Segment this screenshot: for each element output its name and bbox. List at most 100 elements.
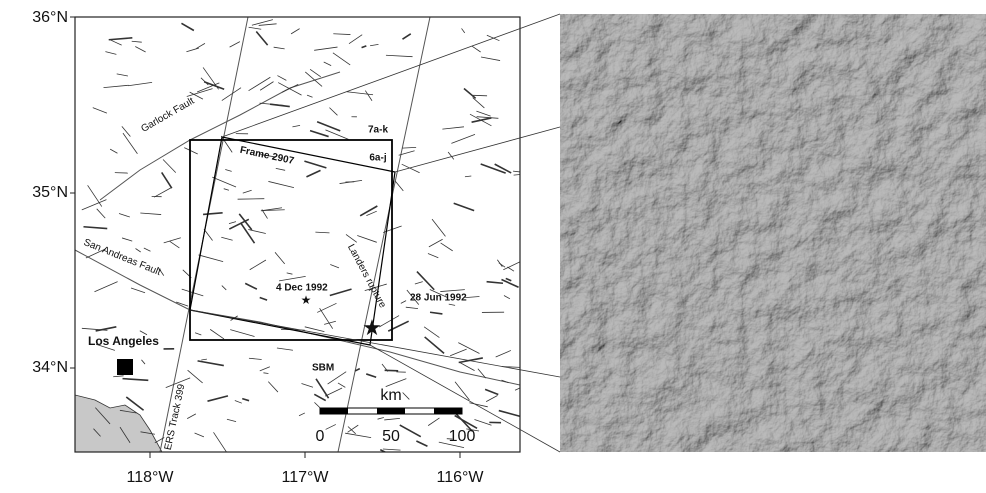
fault-trace	[277, 76, 286, 81]
fault-trace	[249, 27, 262, 29]
fault-trace	[474, 420, 491, 426]
fault-trace	[154, 188, 171, 198]
fault-trace	[503, 259, 526, 270]
fault-trace	[260, 367, 270, 371]
fault-trace	[304, 161, 326, 168]
fault-trace	[131, 288, 145, 293]
fault-trace	[239, 214, 252, 230]
fault-trace	[88, 185, 102, 206]
scale-label: 50	[382, 428, 400, 445]
fault-trace	[201, 359, 207, 360]
fault-trace	[268, 181, 294, 187]
fault-trace	[201, 78, 208, 85]
fault-trace	[403, 392, 410, 399]
la-marker	[117, 359, 133, 375]
place-label: SBM	[312, 363, 334, 374]
figure: ★ ★ km 0 50 100 36°N 35°N 34°N 118°W 117…	[0, 0, 986, 493]
fault-trace	[380, 450, 401, 461]
fault-trace	[472, 118, 492, 122]
fault-trace	[123, 379, 149, 381]
relief-image	[560, 14, 986, 452]
fault-trace	[245, 283, 257, 289]
fault-trace	[349, 35, 362, 44]
garlock-line	[100, 72, 340, 200]
fault-trace	[442, 127, 464, 129]
fault-trace	[473, 98, 485, 108]
fault-trace	[141, 360, 145, 364]
event-label: 28 Jun 1992	[410, 293, 467, 304]
fault-trace	[225, 169, 231, 171]
fault-trace	[454, 203, 474, 210]
fault-trace	[263, 373, 268, 374]
fault-trace	[268, 382, 278, 392]
fault-trace	[395, 181, 403, 191]
fault-trace	[310, 69, 321, 76]
fault-trace	[122, 238, 132, 241]
fault-trace	[357, 235, 377, 242]
fault-trace	[230, 330, 254, 337]
fault-trace	[109, 38, 133, 40]
fault-trace	[248, 230, 265, 234]
fault-trace	[514, 174, 529, 176]
fault-trace	[110, 149, 117, 153]
fault-trace	[213, 432, 226, 452]
fault-trace	[330, 265, 339, 268]
fault-trace	[400, 425, 421, 437]
figure-ref: 7a-k	[368, 125, 388, 136]
aftershock-star: ★	[301, 293, 312, 307]
fault-trace	[310, 131, 329, 137]
fault-trace	[497, 260, 502, 267]
fault-trace	[458, 343, 479, 354]
fault-trace	[333, 34, 350, 35]
fault-trace	[242, 399, 249, 401]
fault-trace	[113, 376, 123, 377]
scale-bar	[320, 408, 462, 414]
lat-label: 36°N	[32, 9, 68, 26]
fault-trace	[198, 361, 224, 366]
fault-trace	[417, 272, 434, 290]
scale-unit: km	[380, 387, 401, 404]
fault-trace	[315, 232, 329, 233]
fault-trace	[455, 416, 477, 429]
fault-trace	[347, 92, 373, 95]
fault-trace	[425, 337, 444, 353]
fault-trace	[222, 286, 226, 290]
fault-trace	[462, 28, 465, 32]
fault-trace	[424, 327, 439, 338]
fault-trace	[195, 433, 204, 437]
fault-trace	[203, 213, 223, 215]
fault-trace	[210, 329, 224, 339]
fault-trace	[450, 349, 466, 356]
fault-trace	[428, 418, 439, 426]
fault-trace	[119, 214, 130, 217]
fault-trace	[324, 62, 331, 66]
fault-trace	[329, 108, 337, 116]
coast	[75, 395, 162, 452]
fault-trace	[136, 248, 141, 252]
fault-trace	[184, 148, 197, 154]
fault-trace	[476, 111, 490, 116]
fault-trace	[402, 164, 420, 173]
fault-trace	[93, 108, 107, 114]
fault-trace	[170, 241, 180, 248]
fault-trace	[128, 82, 152, 85]
fault-trace	[346, 234, 357, 242]
fault-trace	[402, 34, 410, 39]
fault-trace	[459, 362, 475, 371]
fault-trace	[249, 77, 271, 90]
fault-trace	[212, 177, 236, 187]
fault-trace	[207, 396, 227, 401]
fault-trace	[459, 358, 483, 363]
fault-trace	[199, 255, 224, 262]
fault-trace	[314, 394, 325, 400]
fault-trace	[333, 53, 350, 65]
fault-trace	[383, 449, 401, 450]
fault-trace	[235, 400, 242, 403]
fault-trace	[291, 29, 300, 34]
fault-trace	[301, 384, 313, 388]
fault-trace	[94, 282, 117, 292]
mainshock-star: ★	[362, 315, 382, 340]
fault-trace	[448, 152, 454, 159]
fault-trace	[345, 433, 371, 437]
fault-trace	[326, 424, 336, 429]
